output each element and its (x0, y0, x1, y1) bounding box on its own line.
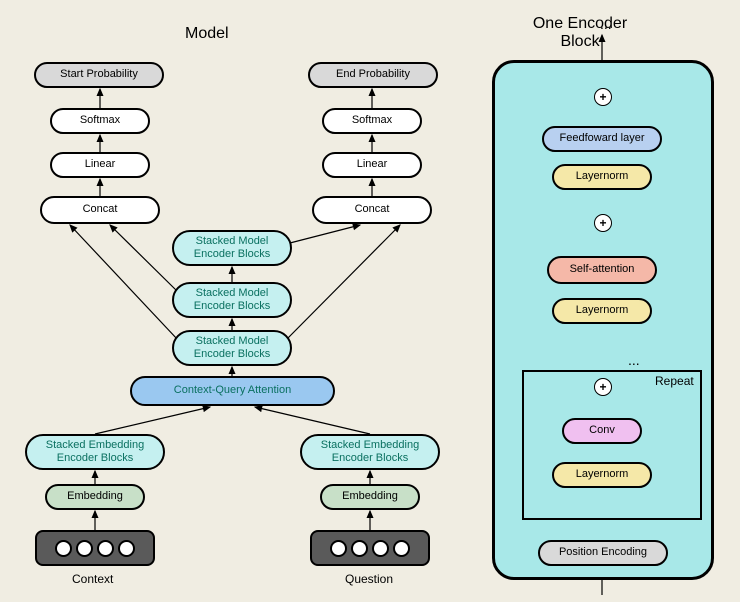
encoder-title: One Encoder Block (490, 15, 670, 51)
left-emb2: Embedding (320, 484, 420, 510)
left-linear1: Linear (50, 152, 150, 178)
right-pe: Position Encoding (538, 540, 668, 566)
context-label: Context (72, 572, 113, 586)
ellipsis-1: ... (628, 352, 640, 368)
plus-p2: + (594, 214, 612, 232)
left-smeb2: Stacked Model Encoder Blocks (172, 282, 292, 318)
right-ln3: Layernorm (552, 462, 652, 488)
right-ln2: Layernorm (552, 298, 652, 324)
left-emb1: Embedding (45, 484, 145, 510)
question-label: Question (345, 572, 393, 586)
left-concat1: Concat (40, 196, 160, 224)
right-ff: Feedfoward layer (542, 126, 662, 152)
right-ln1: Layernorm (552, 164, 652, 190)
left-smeb1: Stacked Model Encoder Blocks (172, 230, 292, 266)
left-softmax1: Softmax (50, 108, 150, 134)
left-seeb2: Stacked Embedding Encoder Blocks (300, 434, 440, 470)
ellipsis-top: ... (600, 16, 612, 32)
plus-p1: + (594, 88, 612, 106)
model-title: Model (185, 25, 229, 43)
left-ctx (35, 530, 155, 566)
left-endProb: End Probability (308, 62, 438, 88)
right-conv: Conv (562, 418, 642, 444)
left-seeb1: Stacked Embedding Encoder Blocks (25, 434, 165, 470)
left-qst (310, 530, 430, 566)
repeat-label: Repeat (655, 374, 694, 388)
left-smeb3: Stacked Model Encoder Blocks (172, 330, 292, 366)
left-startProb: Start Probability (34, 62, 164, 88)
left-softmax2: Softmax (322, 108, 422, 134)
left-linear2: Linear (322, 152, 422, 178)
plus-p3: + (594, 378, 612, 396)
left-concat2: Concat (312, 196, 432, 224)
left-cqa: Context-Query Attention (130, 376, 335, 406)
right-sa: Self-attention (547, 256, 657, 284)
repeat-box (522, 370, 702, 520)
